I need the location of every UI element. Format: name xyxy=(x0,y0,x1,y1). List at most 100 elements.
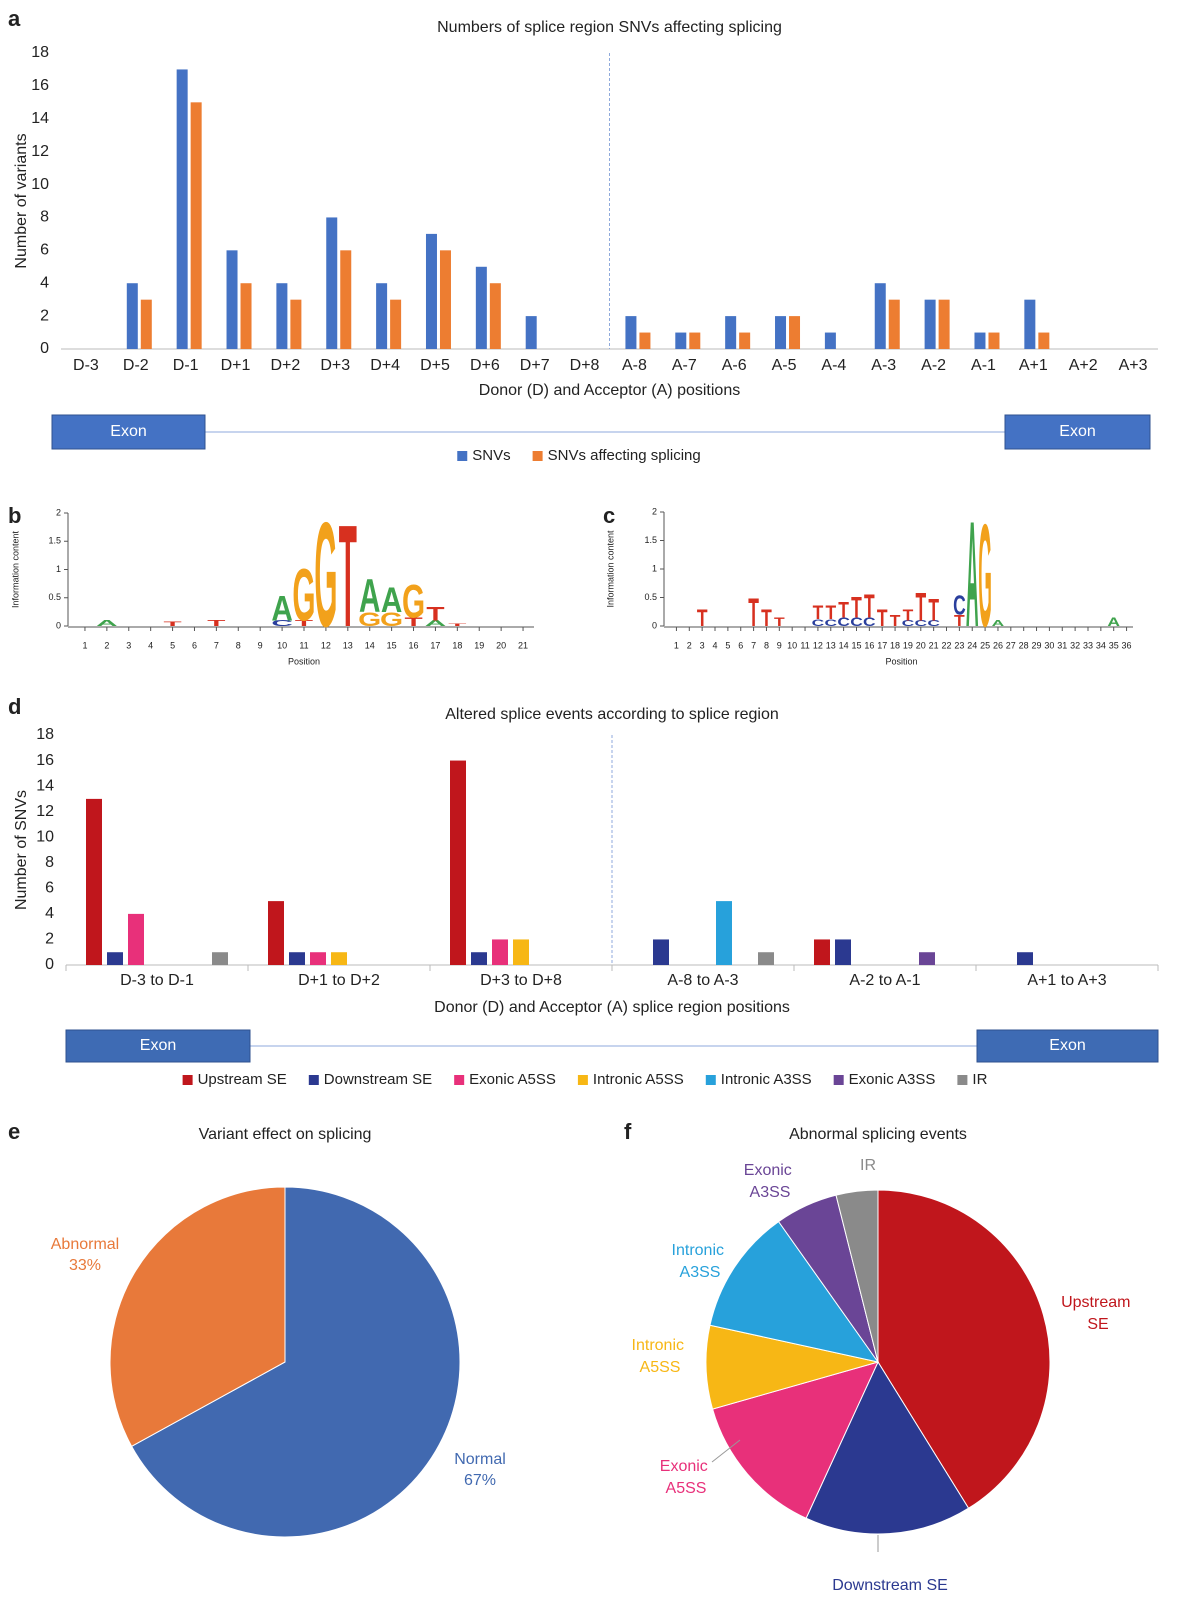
bar xyxy=(513,939,529,965)
panel-label: a xyxy=(8,6,21,31)
bar xyxy=(653,939,669,965)
chart-title: Altered splice events according to splic… xyxy=(445,706,779,723)
bar xyxy=(758,952,774,965)
legend-label: IR xyxy=(972,1071,987,1088)
x-tick-label: 16 xyxy=(409,640,419,650)
y-tick-label: 0 xyxy=(45,956,54,973)
y-tick-label: 12 xyxy=(36,803,54,820)
legend-swatch xyxy=(457,451,468,461)
x-tick-label: 10 xyxy=(787,640,797,650)
legend-label: SNVs xyxy=(472,447,510,464)
x-tick-label: 6 xyxy=(192,640,197,650)
exon-box xyxy=(65,1029,251,1063)
y-axis-title: Information content xyxy=(605,530,615,608)
x-axis-title: Position xyxy=(885,656,917,666)
x-tick-label: 35 xyxy=(1109,640,1119,650)
bar xyxy=(689,332,701,349)
x-tick-label: D+1 xyxy=(221,357,251,374)
bar xyxy=(390,299,402,349)
logo-letter: C xyxy=(812,617,825,628)
x-tick-label: 25 xyxy=(980,640,990,650)
bar xyxy=(988,332,1000,349)
logo-letter: A xyxy=(1107,616,1120,630)
panel-label: b xyxy=(8,503,21,528)
bar xyxy=(310,952,326,965)
x-tick-label: D-2 xyxy=(123,357,149,374)
logo-letter: T xyxy=(774,616,785,630)
logo-letter: T xyxy=(928,593,939,628)
bar xyxy=(675,332,687,349)
logo-letter: C xyxy=(914,619,927,628)
exon-label: Exon xyxy=(140,1037,176,1054)
legend-swatch xyxy=(308,1075,319,1085)
bar xyxy=(425,233,437,349)
logo-letter: T xyxy=(761,605,772,631)
bar xyxy=(126,283,138,349)
slice-label: Exonic A5SS xyxy=(660,1458,712,1497)
logo-letter: T xyxy=(207,619,226,628)
x-tick-label: 36 xyxy=(1122,640,1132,650)
x-tick-label: D+3 to D+8 xyxy=(480,972,562,989)
logo-letter: A xyxy=(992,619,1005,628)
x-tick-label: 23 xyxy=(954,640,964,650)
bar xyxy=(107,952,123,965)
legend: SNVs SNVs affecting splicing xyxy=(457,447,701,464)
x-tick-label: 29 xyxy=(1032,640,1042,650)
x-tick-label: 8 xyxy=(236,640,241,650)
bar xyxy=(290,299,302,349)
slice-label: Upstream SE xyxy=(1061,1294,1135,1333)
pie-slice xyxy=(709,1220,880,1363)
bar xyxy=(1024,299,1036,349)
legend-label: Exonic A5SS xyxy=(469,1071,556,1088)
legend-swatch xyxy=(957,1075,968,1085)
x-tick-label: D+2 xyxy=(270,357,300,374)
pie-slice xyxy=(109,1186,286,1447)
bar xyxy=(326,217,338,349)
bar xyxy=(439,250,451,349)
y-tick-label: 4 xyxy=(45,905,54,922)
bar xyxy=(814,939,830,965)
y-tick-label: 0 xyxy=(40,340,49,357)
x-tick-label: 12 xyxy=(813,640,823,650)
y-tick-label: 2 xyxy=(45,931,54,948)
logo-letter: T xyxy=(339,496,357,658)
legend-label: Exonic A3SS xyxy=(849,1071,936,1088)
logo-letter: C xyxy=(824,617,837,628)
y-tick-label: 10 xyxy=(36,828,54,845)
pie-slice xyxy=(805,1360,970,1535)
x-tick-label: A-6 xyxy=(722,357,747,374)
logo-letter: T xyxy=(825,601,836,623)
x-tick-label: 20 xyxy=(916,640,926,650)
x-tick-label: D-1 xyxy=(173,357,199,374)
y-tick-label: 10 xyxy=(31,176,49,193)
y-tick-label: 4 xyxy=(40,274,49,291)
logo-letter: A xyxy=(96,619,118,628)
x-tick-label: 13 xyxy=(826,640,836,650)
x-tick-label: 4 xyxy=(148,640,153,650)
x-tick-label: 12 xyxy=(321,640,331,650)
legend-label: Intronic A5SS xyxy=(593,1071,684,1088)
bar xyxy=(226,250,238,349)
bar xyxy=(789,316,801,349)
exon-label: Exon xyxy=(1059,423,1095,440)
y-tick-label: 1 xyxy=(652,563,657,573)
x-tick-label: 1 xyxy=(674,640,679,650)
logo-letter: T xyxy=(890,612,901,630)
bar xyxy=(938,299,950,349)
x-tick-label: 3 xyxy=(126,640,131,650)
x-tick-label: A-8 to A-3 xyxy=(667,972,738,989)
x-tick-label: 1 xyxy=(82,640,87,650)
bar xyxy=(824,332,836,349)
chart-title: Abnormal splicing events xyxy=(789,1126,967,1143)
slice-label: Exonic A3SS xyxy=(744,1162,796,1201)
legend-label: Downstream SE xyxy=(324,1071,432,1088)
x-tick-label: D+5 xyxy=(420,357,450,374)
bar xyxy=(128,913,144,965)
y-tick-label: 0.5 xyxy=(48,592,61,602)
logo-letter: T xyxy=(864,587,875,625)
x-tick-label: 5 xyxy=(170,640,175,650)
logo-letter: T xyxy=(838,599,849,623)
logo-letter: A xyxy=(966,490,979,659)
y-tick-label: 2 xyxy=(652,506,657,516)
bar xyxy=(639,332,651,349)
